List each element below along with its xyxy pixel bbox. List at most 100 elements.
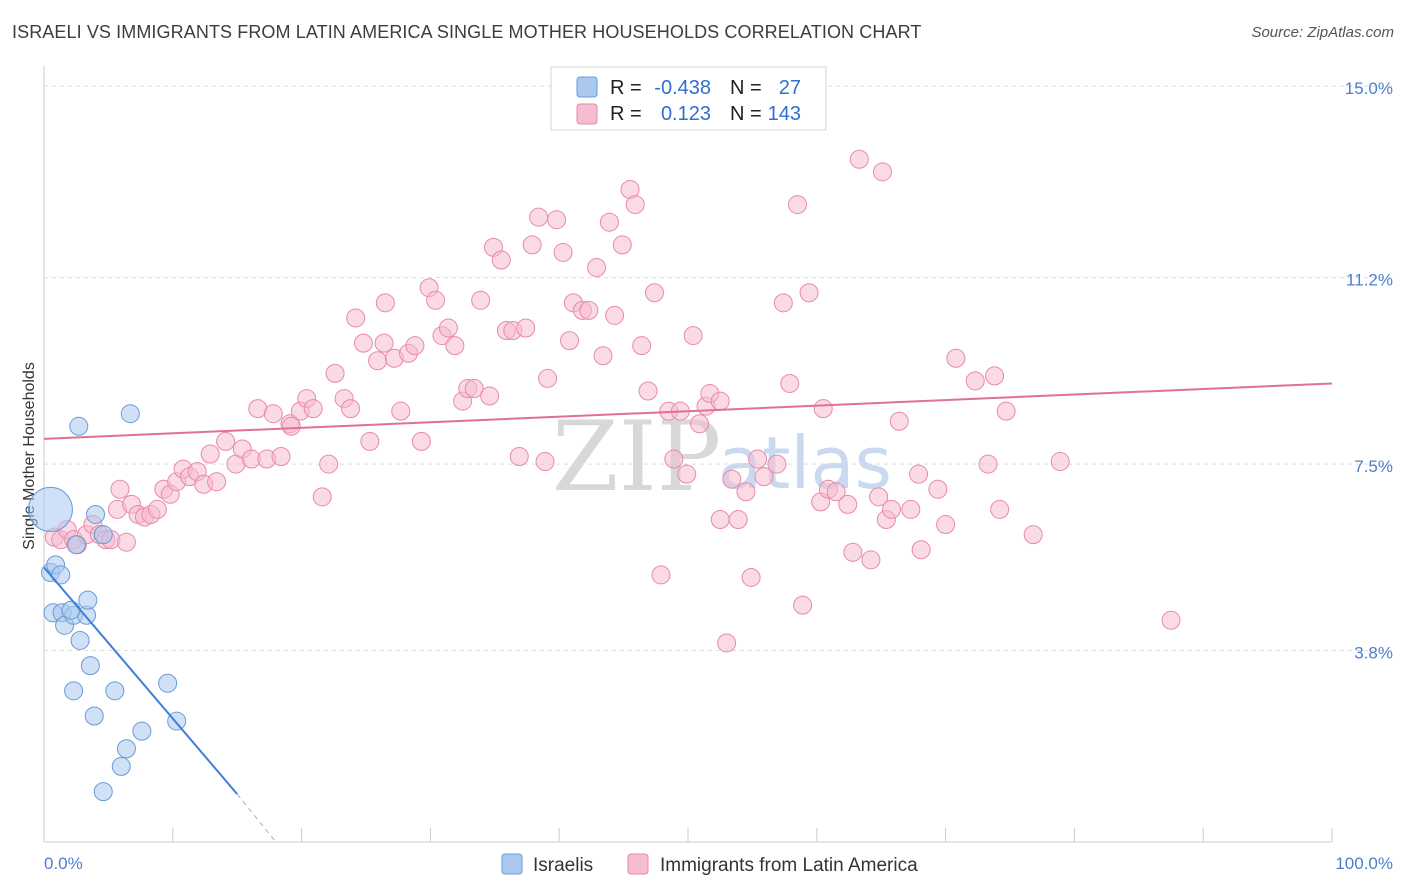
latin-america-point <box>579 300 599 320</box>
israeli-point <box>78 590 98 610</box>
latin-america-point <box>728 510 748 530</box>
latin-america-point <box>787 195 807 215</box>
latin-america-point <box>638 381 658 401</box>
latin-america-point <box>717 633 737 653</box>
latin-america-point <box>664 449 684 469</box>
latin-america-point <box>411 431 431 451</box>
latin-america-point <box>538 368 558 388</box>
latin-america-point <box>1161 610 1181 630</box>
y-tick-labels: 3.8% 7.5% 11.2% 15.0% <box>1345 79 1393 662</box>
latin-america-point <box>375 293 395 313</box>
latin-america-point <box>928 479 948 499</box>
israeli-point <box>132 721 152 741</box>
latin-america-point <box>341 399 361 419</box>
israeli-point <box>66 535 86 555</box>
latin-america-point <box>901 499 921 519</box>
latin-america-point <box>710 391 730 411</box>
latin-america-point <box>849 149 869 169</box>
latin-america-point <box>281 416 301 436</box>
latin-america-point <box>736 482 756 502</box>
legend-n-value-latin-america: 143 <box>768 103 801 125</box>
y-tick-label: 3.8% <box>1354 644 1393 663</box>
latin-america-point <box>325 363 345 383</box>
latin-america-point <box>593 346 613 366</box>
israeli-point <box>61 600 81 620</box>
latin-america-point <box>587 258 607 278</box>
latin-america-point <box>826 482 846 502</box>
chart-title: ISRAELI VS IMMIGRANTS FROM LATIN AMERICA… <box>12 22 922 42</box>
latin-america-point <box>677 464 697 484</box>
x-ticks <box>172 828 1333 842</box>
latin-america-point <box>480 386 500 406</box>
latin-america-point <box>200 444 220 464</box>
latin-america-point <box>560 331 580 351</box>
latin-america-point <box>1050 452 1070 472</box>
latin-america-point <box>353 333 373 353</box>
latin-america-point <box>872 162 892 182</box>
latin-america-point <box>547 210 567 230</box>
israeli-point <box>69 416 89 436</box>
bottom-legend-label-latin-america: Immigrants from Latin America <box>660 855 918 876</box>
israeli-point <box>51 565 71 585</box>
latin-america-point <box>882 499 902 519</box>
latin-america-point <box>464 378 484 398</box>
legend-r-value-israelis: -0.438 <box>654 77 711 99</box>
latin-america-point <box>471 290 491 310</box>
latin-america-point <box>625 195 645 215</box>
latin-america-point <box>612 235 632 255</box>
latin-america-point <box>216 431 236 451</box>
latin-america-point <box>368 351 388 371</box>
legend-r-label-latin-america: R = <box>610 103 642 125</box>
source-label: Source: ZipAtlas.com <box>1251 24 1394 41</box>
israeli-point <box>64 681 84 701</box>
latin-america-point <box>312 487 332 507</box>
legend-n-label-israelis: N = <box>730 77 762 99</box>
latin-america-point <box>911 540 931 560</box>
y-tick-label: 7.5% <box>1354 457 1393 476</box>
legend-swatch-israelis <box>576 76 598 98</box>
latin-america-point <box>426 290 446 310</box>
latin-america-point <box>605 305 625 325</box>
latin-america-point <box>1023 525 1043 545</box>
legend-r-value-latin-america: 0.123 <box>661 103 711 125</box>
latin-america-point <box>843 542 863 562</box>
bottom-legend-swatch-israelis <box>501 853 523 875</box>
latin-america-point <box>391 401 411 421</box>
latin-america-point <box>793 595 813 615</box>
israeli-point <box>93 782 113 802</box>
latin-america-point <box>710 510 730 530</box>
latin-america-trend-line <box>43 382 1333 440</box>
latin-america-point <box>690 414 710 434</box>
latin-america-point <box>445 336 465 356</box>
latin-america-point <box>553 242 573 262</box>
latin-america-point <box>529 207 549 227</box>
stats-legend: R = -0.438 N = 27 R = 0.123 N = 143 <box>550 66 827 131</box>
latin-america-point <box>683 326 703 346</box>
israeli-point <box>84 706 104 726</box>
latin-america-point <box>374 333 394 353</box>
grid-lines <box>44 85 1392 652</box>
latin-america-point <box>996 401 1016 421</box>
latin-america-point <box>722 469 742 489</box>
latin-america-point <box>405 336 425 356</box>
israeli-point <box>70 630 90 650</box>
israeli-point <box>120 404 140 424</box>
bottom-legend-swatch-latin-america <box>627 853 649 875</box>
latin-america-point <box>651 565 671 585</box>
latin-america-point <box>869 487 889 507</box>
legend-swatch-latin-america <box>576 103 598 125</box>
legend-n-value-israelis: 27 <box>779 77 801 99</box>
latin-america-point <box>936 515 956 535</box>
latin-america-point <box>889 411 909 431</box>
x-tick-labels: 0.0% 100.0% <box>44 854 1393 873</box>
x-tick-label: 0.0% <box>44 854 83 873</box>
latin-america-point <box>978 454 998 474</box>
latin-america-point <box>303 399 323 419</box>
latin-america-point <box>271 447 291 467</box>
israeli-point <box>158 673 178 693</box>
latin-america-point <box>491 250 511 270</box>
israeli-trend-extension <box>236 793 277 843</box>
latin-america-point <box>985 366 1005 386</box>
latin-america-point <box>207 472 227 492</box>
